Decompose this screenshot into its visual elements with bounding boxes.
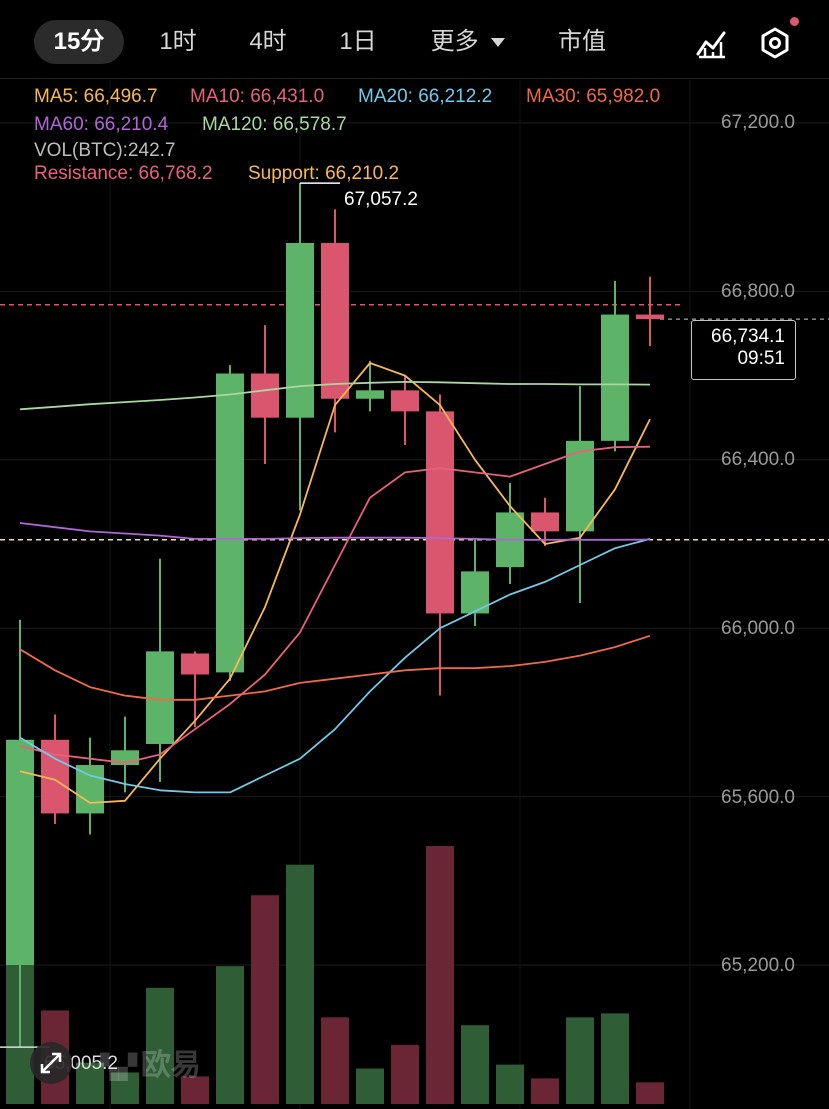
countdown-timer: 09:51 <box>737 348 785 369</box>
volume-bar <box>146 987 174 1104</box>
candle-body <box>566 440 594 532</box>
volume-bar <box>321 1017 349 1104</box>
resistance-label: Resistance: 66,768.2 <box>34 163 213 184</box>
volume-bar <box>251 895 279 1104</box>
more-dropdown[interactable]: 更多 <box>418 20 518 64</box>
settings-hexagon-icon[interactable] <box>758 26 792 60</box>
tab-4h[interactable]: 4时 <box>249 28 287 55</box>
high-price-label: 67,057.2 <box>344 189 418 210</box>
volume-bar <box>531 1078 559 1104</box>
ma60-label: MA60: 66,210.4 <box>34 114 169 135</box>
y-tick-label: 65,600.0 <box>721 787 795 808</box>
volume-bar <box>601 1013 629 1104</box>
tab-market-cap[interactable]: 市值 <box>558 28 606 55</box>
candle-body <box>391 390 419 412</box>
candle-body <box>321 242 349 399</box>
timeframe-toolbar: 15分 1时 4时 1日 更多 市值 <box>0 0 829 80</box>
chevron-down-icon <box>491 38 506 48</box>
ma20-label: MA20: 66,212.2 <box>358 86 493 107</box>
candle-body <box>601 314 629 441</box>
volume-bar <box>461 1025 489 1104</box>
fullscreen-button[interactable] <box>30 1042 72 1084</box>
ma-line-ma20 <box>19 538 651 794</box>
notification-dot <box>790 17 799 26</box>
volume-bar <box>566 1017 594 1104</box>
ma-line-ma10 <box>19 445 651 764</box>
candle-body <box>426 411 454 614</box>
volume-label: VOL(BTC):242.7 <box>34 140 176 161</box>
tab-1h[interactable]: 1时 <box>159 28 197 55</box>
candle-body <box>181 653 209 675</box>
volume-bar <box>356 1068 384 1104</box>
ma-line-ma5 <box>19 362 651 804</box>
candle-body <box>216 373 244 673</box>
current-price-box: 66,734.1 09:51 <box>691 320 796 380</box>
watermark-logo: ▚▞ 欧易 <box>100 1049 201 1082</box>
candle-body <box>356 390 384 399</box>
ma-line-ma120 <box>19 380 651 411</box>
more-label: 更多 <box>430 28 479 55</box>
volume-bar <box>111 1072 139 1104</box>
y-tick-label: 66,400.0 <box>721 449 795 470</box>
volume-bar <box>76 1062 104 1104</box>
okx-logo-icon: ▚▞ <box>100 1054 137 1081</box>
candle-body <box>251 373 279 418</box>
candle-body <box>286 242 314 418</box>
tab-1d[interactable]: 1日 <box>339 28 377 55</box>
volume-bar <box>286 864 314 1104</box>
volume-bar <box>391 1044 419 1104</box>
ma120-label: MA120: 66,578.7 <box>202 114 347 135</box>
ma-line-ma60 <box>19 522 651 541</box>
current-price: 66,734.1 <box>711 326 785 347</box>
ma10-label: MA10: 66,431.0 <box>190 86 325 107</box>
ma30-label: MA30: 65,982.0 <box>526 86 661 107</box>
toolbar-divider <box>0 78 829 79</box>
candle-body <box>531 512 559 532</box>
tab-15m[interactable]: 15分 <box>34 20 124 64</box>
y-tick-label: 65,200.0 <box>721 955 795 976</box>
ma5-label: MA5: 66,496.7 <box>34 86 158 107</box>
volume-bar <box>216 966 244 1104</box>
y-tick-label: 66,800.0 <box>721 281 795 302</box>
candlestick-chart[interactable] <box>0 80 829 1109</box>
volume-bar <box>181 1076 209 1104</box>
volume-bar <box>426 846 454 1104</box>
support-label: Support: 66,210.2 <box>248 163 400 184</box>
y-tick-label: 67,200.0 <box>721 112 795 133</box>
candle-body <box>6 739 34 965</box>
expand-icon <box>40 1052 62 1074</box>
candle-body <box>146 651 174 744</box>
ma-line-ma30 <box>19 634 651 701</box>
chart-draw-icon[interactable] <box>695 26 729 60</box>
y-tick-label: 66,000.0 <box>721 618 795 639</box>
volume-bar <box>496 1064 524 1104</box>
candle-body <box>76 765 104 814</box>
volume-bar <box>636 1082 664 1104</box>
candle-body <box>636 314 664 320</box>
